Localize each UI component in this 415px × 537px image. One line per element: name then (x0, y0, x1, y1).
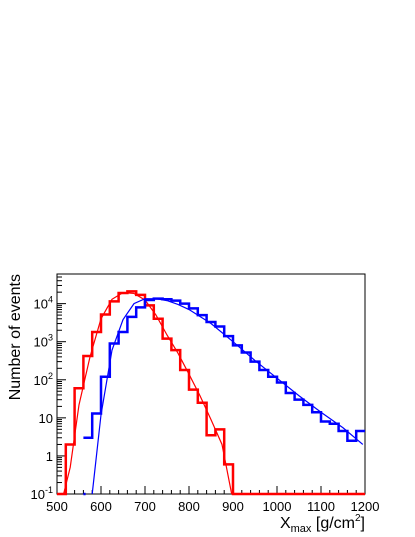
x-axis-label-unit: [g/cm (311, 515, 355, 532)
x-axis-label: Xmax [g/cm2] (280, 513, 365, 535)
x-axis-label-unit-close: ] (361, 515, 365, 532)
x-axis-label-subscript: max (291, 523, 312, 535)
y-axis-ticks (57, 273, 66, 495)
x-axis-tick-labels: 500 600 700 800 900 1000 1100 1200 (46, 499, 379, 514)
x-tick-label: 1000 (263, 499, 292, 514)
x-axis-label-superscript: 2 (355, 513, 361, 524)
histogram-series-2 (83, 297, 365, 443)
x-tick-label: 900 (222, 499, 244, 514)
x-tick-label: 700 (134, 499, 156, 514)
y-axis-label: Number of events (7, 274, 24, 400)
y-tick-label: 10-1 (31, 485, 53, 502)
x-tick-label: 600 (90, 499, 112, 514)
y-tick-label: 104 (34, 295, 53, 312)
y-tick-label: 103 (34, 333, 53, 350)
x-tick-label: 800 (178, 499, 200, 514)
y-tick-label: 10 (39, 411, 53, 426)
x-tick-label: 1200 (351, 499, 380, 514)
x-tick-label: 500 (46, 499, 68, 514)
y-tick-label: 1 (46, 449, 53, 464)
fit-curve-3 (91, 298, 364, 495)
plot-frame (56, 273, 366, 495)
y-tick-label: 102 (34, 371, 53, 388)
histogram-series-0 (57, 290, 365, 496)
x-axis-label-main: X (280, 515, 291, 532)
x-tick-label: 1100 (307, 499, 335, 514)
y-axis-tick-labels: 10-1 1 10 102 103 104 (31, 295, 53, 502)
x-axis-ticks (56, 486, 366, 494)
series-layer (57, 290, 365, 496)
